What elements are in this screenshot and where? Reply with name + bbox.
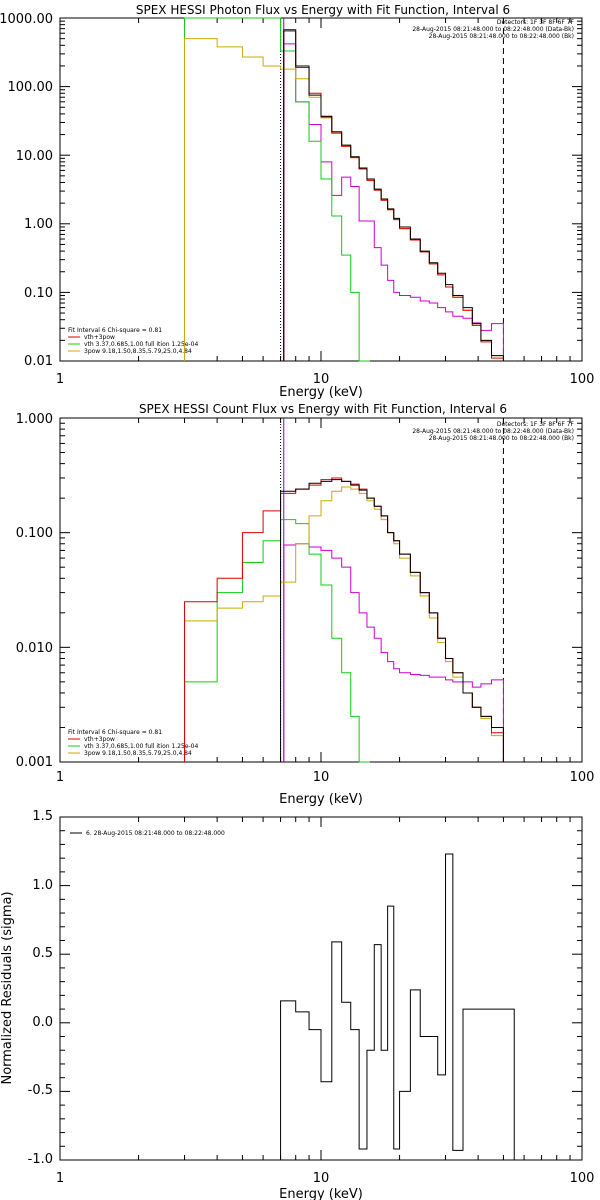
panel1-ytick: 0.01 (24, 354, 53, 369)
residuals-panel: Energy (keV) Normalized Residuals (sigma… (0, 809, 594, 1200)
panel1-xtick: 10 (313, 372, 330, 387)
panel1-ytick: 100.00 (8, 80, 54, 95)
photon-flux-panel: SPEX HESSI Photon Flux vs Energy with Fi… (0, 3, 594, 400)
panel2-legend-line: 3pow 9.18,1.50,8.35,5.79,25.0,4.84 (84, 750, 192, 757)
panel2-legend-line: vth 3.37,0.685,1.00 full ition 1.25e-04 (84, 743, 198, 750)
panel2-ytick: 1.000 (16, 412, 53, 427)
panel2-xtick: 10 (313, 770, 330, 785)
series-sum-line (184, 477, 526, 763)
panel3-ylabel: Normalized Residuals (sigma) (0, 891, 15, 1084)
panel2-xtick: 1 (56, 770, 64, 785)
count-flux-panel: SPEX HESSI Count Flux vs Energy with Fit… (16, 402, 595, 807)
panel1-ytick: 10.00 (16, 149, 53, 164)
panel2-xlabel: Energy (keV) (279, 792, 363, 807)
panel2-legend-line: Fit Interval 6 Chi-square = 0.81 (68, 729, 162, 736)
panel3-xtick: 10 (313, 1171, 330, 1186)
series-vth-line (184, 519, 370, 763)
panel2-title: SPEX HESSI Count Flux vs Energy with Fit… (139, 402, 507, 416)
series-total-line (280, 853, 515, 1160)
panel1-xlabel: Energy (keV) (279, 385, 363, 400)
panel1-header: Detectors: 1F 3F 8F 6F 7F 28-Aug-2015 08… (412, 19, 574, 40)
series-bk-line (283, 43, 515, 362)
panel2-legend: Fit Interval 6 Chi-square = 0.81 vth+3po… (68, 729, 198, 757)
panel3-ytick: -0.5 (28, 1083, 53, 1098)
panel3-legend: 6. 28-Aug-2015 08:21:48.000 to 08:22:48.… (70, 830, 225, 837)
panel3-xtick: 100 (570, 1171, 595, 1186)
panel3-frame (59, 816, 583, 1161)
panel3-ytick: 0.0 (32, 1015, 53, 1030)
series-bpow-line (184, 38, 515, 362)
series-vth-line (184, 17, 370, 362)
panel1-title: SPEX HESSI Photon Flux vs Energy with Fi… (136, 3, 510, 17)
panel3-ytick: -1.0 (28, 1152, 53, 1167)
panel3-ytick: 1.5 (32, 809, 53, 824)
series-total-line (283, 30, 515, 362)
series-bpow-line (184, 486, 526, 763)
series-sum-line (283, 28, 515, 362)
panel1-legend: Fit Interval 6 Chi-square = 0.81 vth+3po… (68, 327, 198, 355)
panel2-header: Detectors: 1F 3F 8F 6F 7F 28-Aug-2015 08… (412, 421, 574, 442)
panel2-xtick: 100 (570, 770, 595, 785)
panel2-header-line: Detectors: 1F 3F 8F 6F 7F (497, 421, 575, 428)
panel1-header-line: 28-Aug-2015 08:21:48.000 to 08:22:48.000… (429, 33, 574, 40)
panel1-xtick: 100 (570, 372, 595, 387)
panel1-header-line: 28-Aug-2015 08:21:48.000 to 08:22:48.000… (412, 26, 574, 33)
panel2-header-line: 28-Aug-2015 08:21:48.000 to 08:22:48.000… (412, 428, 574, 435)
series-total-line (280, 479, 526, 763)
panel1-legend-line: vth+3pow (84, 334, 115, 341)
panel2-legend-line: vth+3pow (84, 736, 115, 743)
panel2-ytick: 0.100 (16, 526, 53, 541)
panel1-legend-line: Fit Interval 6 Chi-square = 0.81 (68, 327, 162, 334)
panel1-marks (59, 17, 583, 362)
panel1-legend-line: 3pow 9.18,1.50,8.35,5.79,25.0,4.84 (84, 348, 192, 355)
panel3-ytick: 0.5 (32, 946, 53, 961)
panel1-ytick: 1000.00 (0, 12, 53, 27)
panel1-ytick: 0.10 (24, 286, 53, 301)
panel1-ytick: 1.00 (24, 217, 53, 232)
panel3-legend-line: 6. 28-Aug-2015 08:21:48.000 to 08:22:48.… (86, 830, 225, 837)
panel1-legend-line: vth 3.37,0.685,1.00 full ition 1.25e-04 (84, 341, 198, 348)
panel2-marks (59, 417, 583, 763)
series-bk-line (283, 543, 515, 763)
panel3-ytick: 1.0 (32, 878, 53, 893)
panel3-marks (59, 816, 583, 1161)
panel3-xtick: 1 (56, 1171, 64, 1186)
panel1-xtick: 1 (56, 372, 64, 387)
panel2-ytick: 0.010 (16, 641, 53, 656)
panel2-header-line: 28-Aug-2015 08:21:48.000 to 08:22:48.000… (429, 435, 574, 442)
panel1-header-line: Detectors: 1F 3F 8F 6F 7F (497, 19, 575, 26)
panel2-ytick: 0.001 (16, 755, 53, 770)
panel3-xlabel: Energy (keV) (279, 1187, 363, 1200)
